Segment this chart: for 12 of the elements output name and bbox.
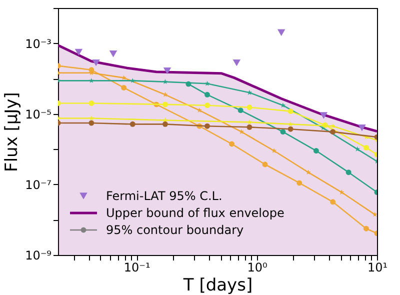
y-tick-label: 10⁻⁷ <box>25 178 52 192</box>
y-tick-label: 10⁻⁹ <box>25 248 52 262</box>
x-tick-label: 10⁰ <box>247 260 268 274</box>
legend-label: Fermi-LAT 95% C.L. <box>106 189 222 203</box>
y-tick-label: 10⁻³ <box>25 36 52 51</box>
legend-label: Upper bound of flux envelope <box>106 206 284 220</box>
y-tick-label: 10⁻⁵ <box>25 107 52 122</box>
x-tick-label: 10¹ <box>367 260 388 274</box>
y-axis-title: Flux [μJy] <box>2 92 22 172</box>
x-axis-title: T [days] <box>182 276 253 295</box>
x-tick-label: 10⁻¹ <box>124 260 150 274</box>
legend-label: 95% contour boundary <box>106 223 244 237</box>
